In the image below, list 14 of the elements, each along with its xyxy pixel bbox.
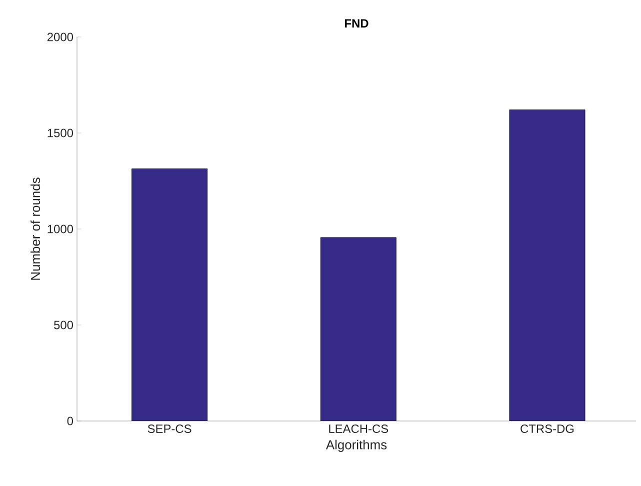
y-axis-title: Number of rounds: [30, 178, 40, 280]
bar: [509, 110, 586, 421]
y-tick-label: 1000: [48, 224, 74, 234]
x-axis-title: Algorithms: [326, 440, 387, 452]
y-tick-label: 1500: [48, 128, 74, 138]
bar: [320, 237, 396, 421]
y-tick-label: 2000: [47, 32, 74, 42]
chart-title: FND: [345, 19, 368, 28]
x-tick-label: CTRS-DG: [520, 424, 574, 433]
x-tick-label: SEP-CS: [148, 424, 192, 433]
x-tick-label: LEACH-CS: [329, 424, 388, 433]
y-tick-label: 500: [54, 320, 74, 330]
bar: [132, 168, 208, 421]
y-tick-label: 0: [67, 416, 74, 426]
